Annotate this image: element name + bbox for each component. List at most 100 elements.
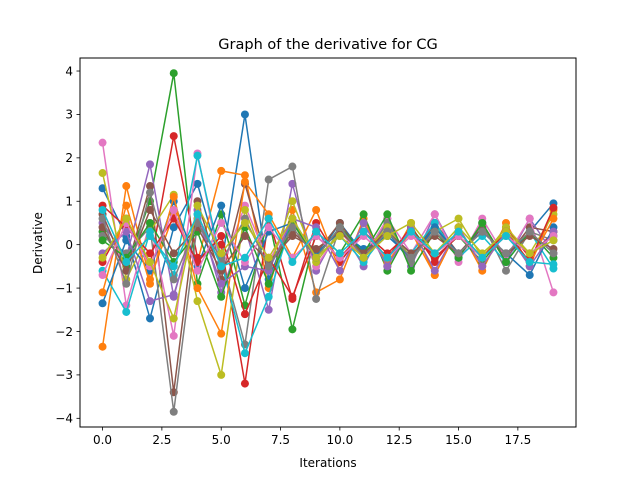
data-point	[122, 279, 131, 288]
data-point	[264, 305, 273, 314]
data-point	[383, 262, 392, 271]
data-point	[312, 294, 321, 303]
data-point	[335, 223, 344, 232]
data-point	[217, 166, 226, 175]
y-tick-label: −1	[55, 281, 73, 295]
data-point	[98, 214, 107, 223]
data-point	[240, 177, 249, 186]
data-point	[335, 275, 344, 284]
data-point	[217, 249, 226, 258]
data-point	[264, 214, 273, 223]
data-point	[335, 249, 344, 258]
data-point	[98, 299, 107, 308]
y-tick-label: 3	[65, 108, 73, 122]
data-point	[169, 192, 178, 201]
data-point	[169, 290, 178, 299]
data-point	[383, 210, 392, 219]
y-tick-label: 1	[65, 195, 73, 209]
data-point	[549, 236, 558, 245]
data-point	[169, 205, 178, 214]
data-point	[264, 292, 273, 301]
data-point	[549, 249, 558, 258]
series-line	[101, 204, 554, 320]
data-point	[549, 203, 558, 212]
x-tick-label: 0.0	[93, 433, 112, 447]
series-19	[98, 205, 558, 271]
data-point	[217, 279, 226, 288]
data-point	[98, 288, 107, 297]
data-point	[98, 184, 107, 193]
y-tick-label: −4	[55, 412, 73, 426]
data-point	[454, 249, 463, 258]
data-point	[98, 138, 107, 147]
data-point	[454, 227, 463, 236]
data-point	[122, 266, 131, 275]
data-point	[264, 223, 273, 232]
data-point	[359, 253, 368, 262]
chart-title: Graph of the derivative for CG	[218, 37, 437, 53]
data-point	[240, 218, 249, 227]
data-point	[478, 262, 487, 271]
data-point	[264, 175, 273, 184]
data-point	[169, 314, 178, 323]
x-tick-label: 5.0	[212, 433, 231, 447]
data-point	[98, 236, 107, 245]
data-point	[217, 262, 226, 271]
data-point	[217, 218, 226, 227]
data-point	[240, 284, 249, 293]
data-point	[430, 210, 439, 219]
data-point	[122, 307, 131, 316]
data-point	[122, 182, 131, 191]
data-point	[454, 214, 463, 223]
data-point	[217, 231, 226, 240]
data-point	[407, 253, 416, 262]
data-point	[407, 218, 416, 227]
data-point	[122, 258, 131, 267]
series-17	[98, 188, 558, 288]
data-point	[217, 329, 226, 338]
data-point	[288, 197, 297, 206]
data-point	[288, 292, 297, 301]
data-point	[193, 179, 202, 188]
data-point	[146, 218, 155, 227]
data-point	[240, 231, 249, 240]
data-point	[169, 249, 178, 258]
data-point	[525, 249, 534, 258]
data-point	[217, 370, 226, 379]
data-point	[146, 314, 155, 323]
data-point	[264, 279, 273, 288]
data-point	[193, 284, 202, 293]
data-point	[335, 231, 344, 240]
data-point	[478, 227, 487, 236]
data-point	[98, 342, 107, 351]
data-point	[478, 218, 487, 227]
data-point	[288, 214, 297, 223]
y-tick-label: 0	[65, 238, 73, 252]
series-line	[102, 217, 555, 302]
data-point	[240, 379, 249, 388]
x-axis-label: Iterations	[299, 456, 356, 470]
data-point	[98, 205, 107, 214]
data-point	[122, 227, 131, 236]
data-point	[288, 223, 297, 232]
data-point	[335, 266, 344, 275]
data-point	[169, 262, 178, 271]
data-point	[288, 325, 297, 334]
data-point	[288, 258, 297, 267]
data-point	[146, 160, 155, 169]
data-point	[98, 169, 107, 178]
data-point	[240, 110, 249, 119]
x-tick-label: 10.0	[327, 433, 354, 447]
data-point	[407, 227, 416, 236]
data-point	[240, 349, 249, 358]
data-point	[146, 279, 155, 288]
data-point	[359, 210, 368, 219]
data-point	[122, 214, 131, 223]
data-point	[312, 227, 321, 236]
data-point	[478, 253, 487, 262]
data-point	[383, 231, 392, 240]
data-point	[146, 249, 155, 258]
data-point	[98, 271, 107, 280]
data-point	[240, 253, 249, 262]
